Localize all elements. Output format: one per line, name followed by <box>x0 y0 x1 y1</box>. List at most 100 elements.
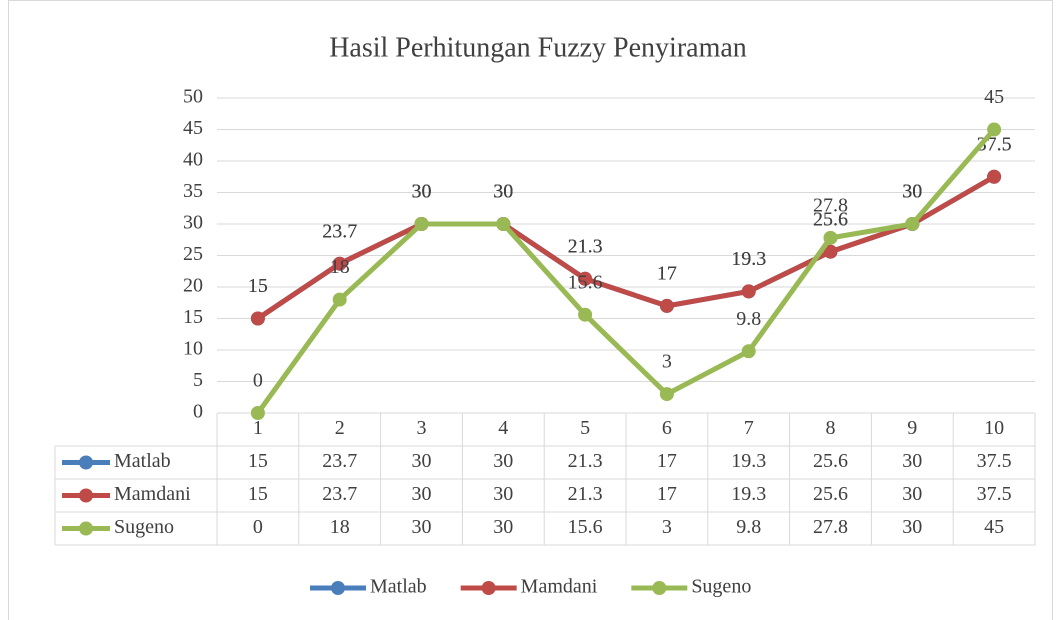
y-tick-label: 25 <box>183 243 203 265</box>
table-cell: 30 <box>902 483 922 505</box>
x-tick-label: 6 <box>662 417 672 439</box>
table-legend-marker <box>79 455 93 470</box>
series-line <box>256 174 996 321</box>
y-tick-label: 20 <box>183 275 203 297</box>
series-marker <box>987 169 1002 184</box>
data-label: 15.6 <box>568 271 603 293</box>
table-cell: 27.8 <box>813 516 848 538</box>
data-label: 23.7 <box>322 220 357 242</box>
table-cell: 23.7 <box>322 450 357 472</box>
series-marker <box>741 344 756 359</box>
data-label: 30 <box>493 181 513 203</box>
table-cell: 45 <box>984 516 1004 538</box>
y-tick-label: 0 <box>193 401 203 423</box>
table-cell: 30 <box>412 516 432 538</box>
series-marker <box>905 217 920 231</box>
table-cell: 37.5 <box>977 450 1012 472</box>
table-series-name: Sugeno <box>114 516 174 538</box>
table-cell: 30 <box>412 483 432 505</box>
chart-border <box>8 0 1053 620</box>
series-marker <box>578 271 593 286</box>
x-tick-label: 3 <box>417 417 427 439</box>
data-label: 25.6 <box>813 208 848 230</box>
data-label: 25.6 <box>813 208 848 230</box>
series-marker <box>250 406 265 420</box>
series-marker <box>987 122 1002 137</box>
x-tick-label: 4 <box>498 417 508 439</box>
series-marker <box>659 298 674 313</box>
y-tick-label: 50 <box>183 86 203 108</box>
legend-label: Mamdani <box>521 576 598 598</box>
series-marker <box>332 256 347 271</box>
data-label: 30 <box>902 181 922 203</box>
data-label: 18 <box>330 256 350 278</box>
data-label: 0 <box>253 370 263 392</box>
table-cell: 15 <box>248 450 268 472</box>
series-marker <box>332 292 347 307</box>
y-tick-label: 10 <box>183 338 203 360</box>
series-line <box>255 127 996 415</box>
table-cell: 17 <box>657 450 677 472</box>
data-label: 30 <box>493 181 513 203</box>
y-tick-label: 15 <box>183 306 203 328</box>
data-label: 17 <box>657 262 677 284</box>
table-cell: 17 <box>657 483 677 505</box>
data-label: 30 <box>902 181 922 203</box>
x-tick-label: 7 <box>744 417 754 439</box>
table-cell: 30 <box>493 483 513 505</box>
series-marker <box>250 311 265 326</box>
series-marker <box>823 230 838 245</box>
x-tick-label: 5 <box>580 417 590 439</box>
legend-label: Sugeno <box>691 576 751 598</box>
table-cell: 30 <box>493 450 513 472</box>
legend-marker <box>331 581 345 595</box>
data-label: 15 <box>248 275 268 297</box>
y-tick-label: 40 <box>183 149 203 171</box>
data-label: 21.3 <box>568 235 603 257</box>
table-cell: 37.5 <box>977 483 1012 505</box>
table-legend-marker <box>79 521 93 536</box>
table-cell: 19.3 <box>731 450 766 472</box>
table-cell: 25.6 <box>813 483 848 505</box>
data-label: 30 <box>412 181 432 203</box>
x-tick-label: 10 <box>984 417 1004 439</box>
data-label: 15 <box>248 275 268 297</box>
series-marker <box>741 284 756 299</box>
chart-title: Hasil Perhitungan Fuzzy Penyiraman <box>329 32 747 63</box>
data-label: 30 <box>902 181 922 203</box>
data-label: 45 <box>984 86 1004 108</box>
table-legend-marker <box>79 488 93 503</box>
table-cell: 19.3 <box>731 483 766 505</box>
data-label: 23.7 <box>322 220 357 242</box>
table-cell: 0 <box>253 516 263 538</box>
series-marker <box>823 244 838 259</box>
table-cell: 21.3 <box>568 450 603 472</box>
x-tick-label: 9 <box>907 417 917 439</box>
data-label: 17 <box>657 262 677 284</box>
table-cell: 3 <box>662 516 672 538</box>
table-cell: 23.7 <box>322 483 357 505</box>
y-tick-label: 45 <box>183 117 203 139</box>
y-tick-label: 5 <box>193 369 203 391</box>
x-tick-label: 1 <box>253 417 263 439</box>
table-cell: 30 <box>493 516 513 538</box>
legend-marker <box>652 581 667 595</box>
series-marker <box>578 307 593 322</box>
series-marker <box>659 387 674 402</box>
data-label: 19.3 <box>731 248 766 270</box>
table-cell: 15 <box>248 483 268 505</box>
series-marker <box>496 217 511 231</box>
table-series-name: Matlab <box>114 450 171 472</box>
table-cell: 21.3 <box>568 483 603 505</box>
legend-label: Matlab <box>370 576 427 598</box>
data-label: 21.3 <box>568 235 603 257</box>
table-cell: 30 <box>902 450 922 472</box>
y-tick-label: 35 <box>183 180 203 202</box>
data-label: 30 <box>412 181 432 203</box>
table-cell: 15.6 <box>568 516 603 538</box>
table-cell: 25.6 <box>813 450 848 472</box>
data-label: 30 <box>412 181 432 203</box>
table-cell: 18 <box>330 516 350 538</box>
x-tick-label: 8 <box>826 417 836 439</box>
